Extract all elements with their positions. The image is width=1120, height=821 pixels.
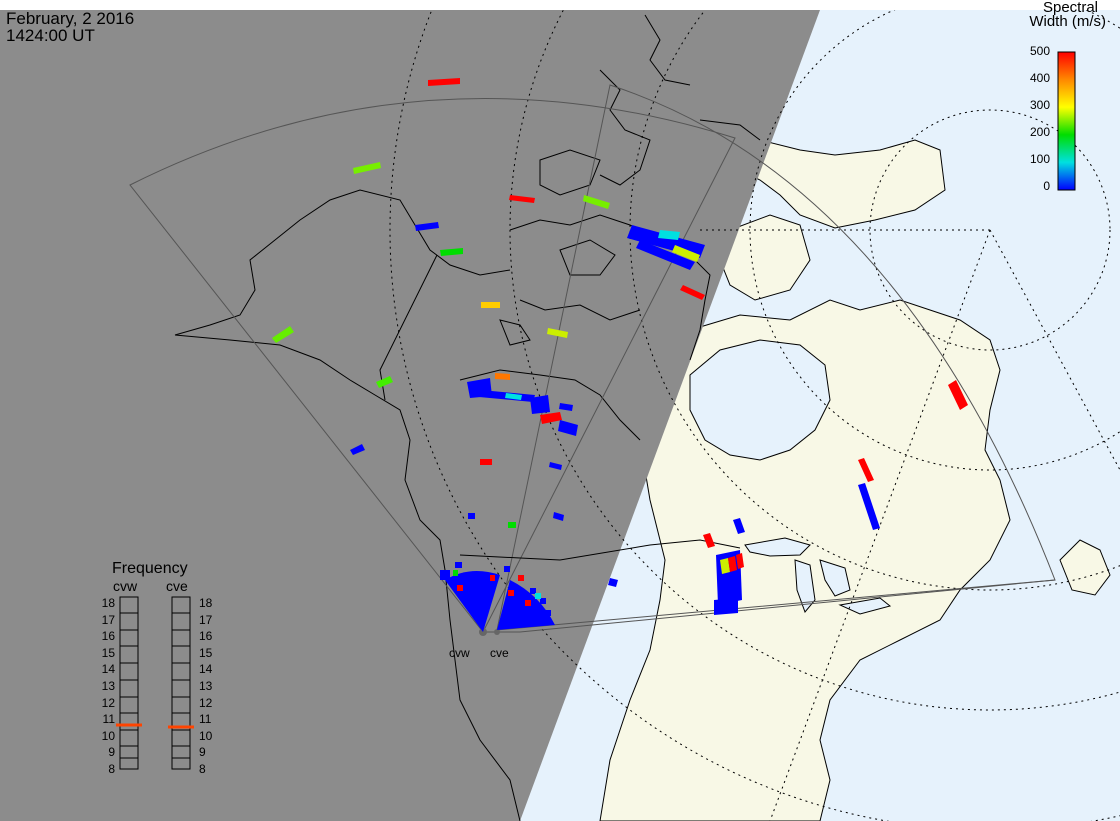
site-label-cvw: cvw	[449, 646, 470, 660]
freq-level-left-10: 10	[101, 728, 115, 743]
frequency-title: Frequency	[112, 560, 188, 577]
freq-level-right-13: 13	[199, 679, 213, 693]
freq-level-right-15: 15	[199, 645, 213, 660]
freq-radar-cvw: cvw	[113, 578, 138, 594]
radar-echoes	[272, 78, 968, 632]
freq-level-right-11: 11	[199, 712, 212, 727]
legend-title-line2: Width (m/s)	[1029, 13, 1106, 30]
great-lakes	[744, 537, 892, 615]
tick-100: 100	[1029, 152, 1050, 166]
freq-level-left-11: 11	[102, 712, 115, 727]
freq-level-right-14: 14	[199, 662, 213, 677]
freq-level-right-12: 12	[199, 695, 213, 710]
tick-200: 200	[1029, 125, 1050, 139]
hudson-bay	[689, 339, 831, 461]
latitude-circles	[389, 10, 1120, 821]
freq-level-right-18: 18	[199, 596, 213, 610]
frequency-indicators	[116, 723, 194, 729]
tick-300: 300	[1029, 98, 1050, 112]
tick-500: 500	[1029, 44, 1050, 58]
night-shade	[0, 10, 820, 821]
freq-level-left-14: 14	[101, 662, 115, 677]
tick-400: 400	[1029, 71, 1050, 85]
freq-level-left-16: 16	[101, 629, 115, 644]
freq-level-left-13: 13	[101, 679, 115, 693]
freq-level-left-9: 9	[108, 745, 115, 760]
freq-radar-cve: cve	[166, 578, 188, 594]
freq-level-left-12: 12	[101, 695, 115, 710]
spectral-width-colorbar	[1057, 51, 1076, 191]
time-label: 1424:00 UT	[6, 26, 95, 45]
freq-level-left-18: 18	[101, 596, 115, 610]
freq-level-right-10: 10	[199, 728, 213, 743]
tick-0: 0	[1043, 179, 1050, 193]
date-label: February, 2 2016	[6, 9, 135, 28]
legend-title-line1: Spectral	[1042, 0, 1098, 16]
freq-level-right-8: 8	[199, 762, 206, 776]
site-label-cve: cve	[490, 646, 509, 660]
freq-level-left-15: 15	[101, 645, 115, 660]
freq-level-right-17: 17	[199, 612, 213, 627]
freq-level-left-17: 17	[101, 612, 115, 627]
freq-level-right-16: 16	[199, 629, 213, 644]
freq-level-left-8: 8	[108, 762, 115, 776]
freq-level-right-9: 9	[199, 745, 206, 760]
